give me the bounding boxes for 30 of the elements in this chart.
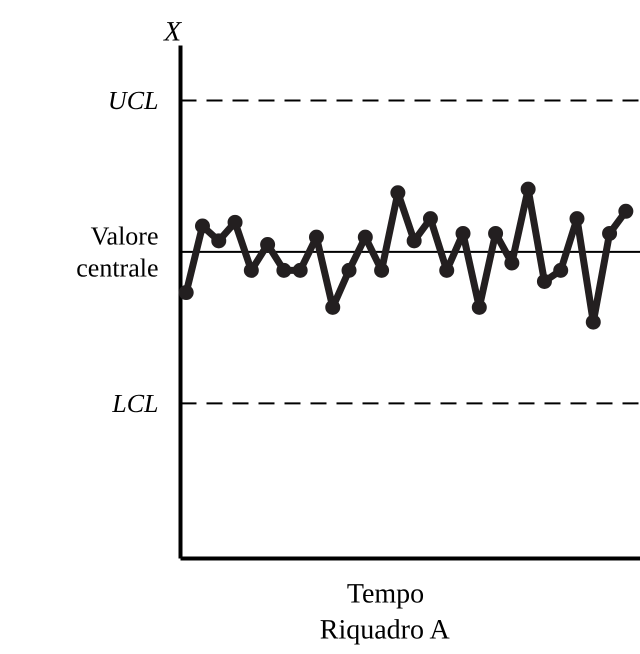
point [308,230,324,245]
point [536,274,552,289]
ref-line-label: Valore centrale [76,221,159,282]
point [260,237,276,252]
point [342,262,357,278]
point [194,218,210,234]
point [211,233,226,248]
point [504,256,520,270]
point [422,211,438,226]
point [553,262,568,278]
point [488,226,504,241]
point [325,300,340,315]
x-axis-title: Tempo [346,578,424,610]
point [618,204,634,219]
text: Riquadro A [320,614,450,646]
point [520,182,536,197]
point [374,262,390,278]
point [472,300,487,315]
point [586,314,601,330]
point [390,185,406,200]
point [228,214,243,230]
ref-line-label: LCL [111,388,159,418]
point [292,262,308,278]
text: X [162,16,182,48]
point [602,226,618,241]
ref-line-label: UCL [108,86,158,115]
point [569,211,584,226]
point [178,285,194,300]
point [456,226,471,241]
point [276,262,292,278]
